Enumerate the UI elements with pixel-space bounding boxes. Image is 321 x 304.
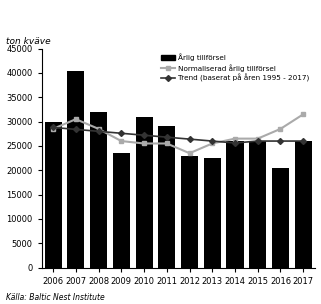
Normaliserad årlig tillförsel (210, 142, 214, 145)
Trend (baserat på åren 1995 - 2017) (301, 139, 305, 143)
Trend (baserat på åren 1995 - 2017) (74, 128, 78, 131)
Normaliserad årlig tillförsel (256, 137, 260, 140)
Bar (135, 117, 152, 268)
Bar (45, 122, 62, 268)
Trend (baserat på åren 1995 - 2017) (187, 137, 191, 141)
Trend (baserat på åren 1995 - 2017) (256, 139, 260, 143)
Line: Trend (baserat på åren 1995 - 2017): Trend (baserat på åren 1995 - 2017) (51, 125, 305, 145)
Bar (204, 158, 221, 268)
Trend (baserat på åren 1995 - 2017) (210, 139, 214, 143)
Trend (baserat på åren 1995 - 2017) (165, 135, 169, 139)
Text: ton kväve: ton kväve (6, 37, 51, 47)
Normaliserad årlig tillförsel (97, 127, 100, 131)
Normaliserad årlig tillförsel (74, 117, 78, 121)
Trend (baserat på åren 1995 - 2017) (279, 139, 282, 143)
Trend (baserat på åren 1995 - 2017) (97, 130, 100, 133)
Trend (baserat på åren 1995 - 2017) (142, 133, 146, 137)
Normaliserad årlig tillförsel (279, 127, 282, 131)
Normaliserad årlig tillförsel (142, 142, 146, 145)
Line: Normaliserad årlig tillförsel: Normaliserad årlig tillförsel (51, 112, 306, 156)
Bar (90, 112, 107, 268)
Bar (67, 71, 84, 268)
Legend: Årlig tillförsel, Normaliserad årlig tillförsel, Trend (baserat på åren 1995 - 2: Årlig tillförsel, Normaliserad årlig til… (160, 52, 311, 84)
Normaliserad årlig tillförsel (119, 139, 123, 143)
Normaliserad årlig tillförsel (233, 137, 237, 140)
Trend (baserat på åren 1995 - 2017) (51, 126, 55, 129)
Bar (227, 141, 244, 268)
Bar (158, 126, 175, 268)
Trend (baserat på åren 1995 - 2017) (233, 141, 237, 145)
Normaliserad årlig tillförsel (51, 127, 55, 131)
Bar (181, 156, 198, 268)
Bar (113, 153, 130, 268)
Normaliserad årlig tillförsel (187, 151, 191, 155)
Bar (272, 168, 289, 268)
Trend (baserat på åren 1995 - 2017) (119, 131, 123, 135)
Bar (295, 141, 312, 268)
Text: Östersjön: Östersjön (6, 4, 74, 19)
Normaliserad årlig tillförsel (301, 112, 305, 116)
Text: Källa: Baltic Nest Institute: Källa: Baltic Nest Institute (6, 293, 105, 302)
Normaliserad årlig tillförsel (165, 142, 169, 145)
Bar (249, 141, 266, 268)
